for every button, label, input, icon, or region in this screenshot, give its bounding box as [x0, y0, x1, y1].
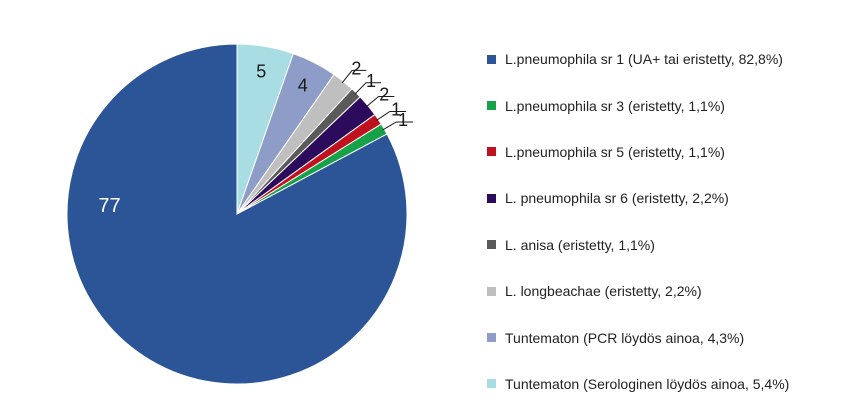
legend-swatch-6	[487, 286, 496, 296]
legend-label-5: L. anisa (eristetty, 1,1%)	[505, 236, 655, 253]
leader-line-2	[382, 121, 414, 131]
leader-line-3	[376, 110, 407, 121]
legend-label-7: Tuntematon (PCR löydös ainoa, 4,3%)	[505, 329, 745, 346]
legend-item-4: L. pneumophila sr 6 (eristetty, 2,2%)	[487, 175, 847, 221]
leader-line-4	[365, 96, 395, 108]
legend-item-7: Tuntematon (PCR löydös ainoa, 4,3%)	[487, 314, 847, 360]
legend-label-8: Tuntematon (Serologinen löydös ainoa, 5,…	[505, 375, 790, 392]
legend-label-4: L. pneumophila sr 6 (eristetty, 2,2%)	[505, 190, 729, 207]
leader-line-5	[354, 82, 382, 95]
legend-swatch-2	[487, 101, 496, 111]
legend-item-5: L. anisa (eristetty, 1,1%)	[487, 222, 847, 268]
legend-label-3: L.pneumophila sr 5 (eristetty, 1,1%)	[505, 143, 725, 160]
legend-item-6: L. longbeachae (eristetty, 2,2%)	[487, 268, 847, 314]
legend-swatch-7	[487, 333, 496, 343]
pie-slice-1	[66, 43, 408, 385]
data-label-4: 2	[379, 85, 389, 105]
legend-swatch-4	[487, 193, 496, 203]
legend-label-1: L.pneumophila sr 1 (UA+ tai eristetty, 8…	[505, 51, 783, 68]
data-label-7: 4	[298, 75, 308, 95]
leader-line-6	[341, 69, 367, 84]
data-label-6: 2	[351, 58, 361, 78]
legend-item-1: L.pneumophila sr 1 (UA+ tai eristetty, 8…	[487, 36, 847, 82]
legend-item-2: L.pneumophila sr 3 (eristetty, 1,1%)	[487, 82, 847, 128]
legend-label-2: L.pneumophila sr 3 (eristetty, 1,1%)	[505, 97, 725, 114]
legend-swatch-8	[487, 379, 496, 389]
data-label-3: 1	[391, 99, 401, 119]
legend-swatch-1	[487, 54, 496, 64]
data-label-2: 1	[398, 110, 408, 130]
data-label-5: 1	[366, 71, 376, 91]
legend-swatch-5	[487, 240, 496, 250]
legend-item-3: L.pneumophila sr 5 (eristetty, 1,1%)	[487, 129, 847, 175]
data-label-1: 77	[98, 195, 120, 217]
data-label-8: 5	[256, 62, 266, 82]
legend-item-8: Tuntematon (Serologinen löydös ainoa, 5,…	[487, 361, 847, 407]
legend: L.pneumophila sr 1 (UA+ tai eristetty, 8…	[487, 36, 847, 407]
legend-swatch-3	[487, 147, 496, 157]
legend-label-6: L. longbeachae (eristetty, 2,2%)	[505, 283, 702, 300]
